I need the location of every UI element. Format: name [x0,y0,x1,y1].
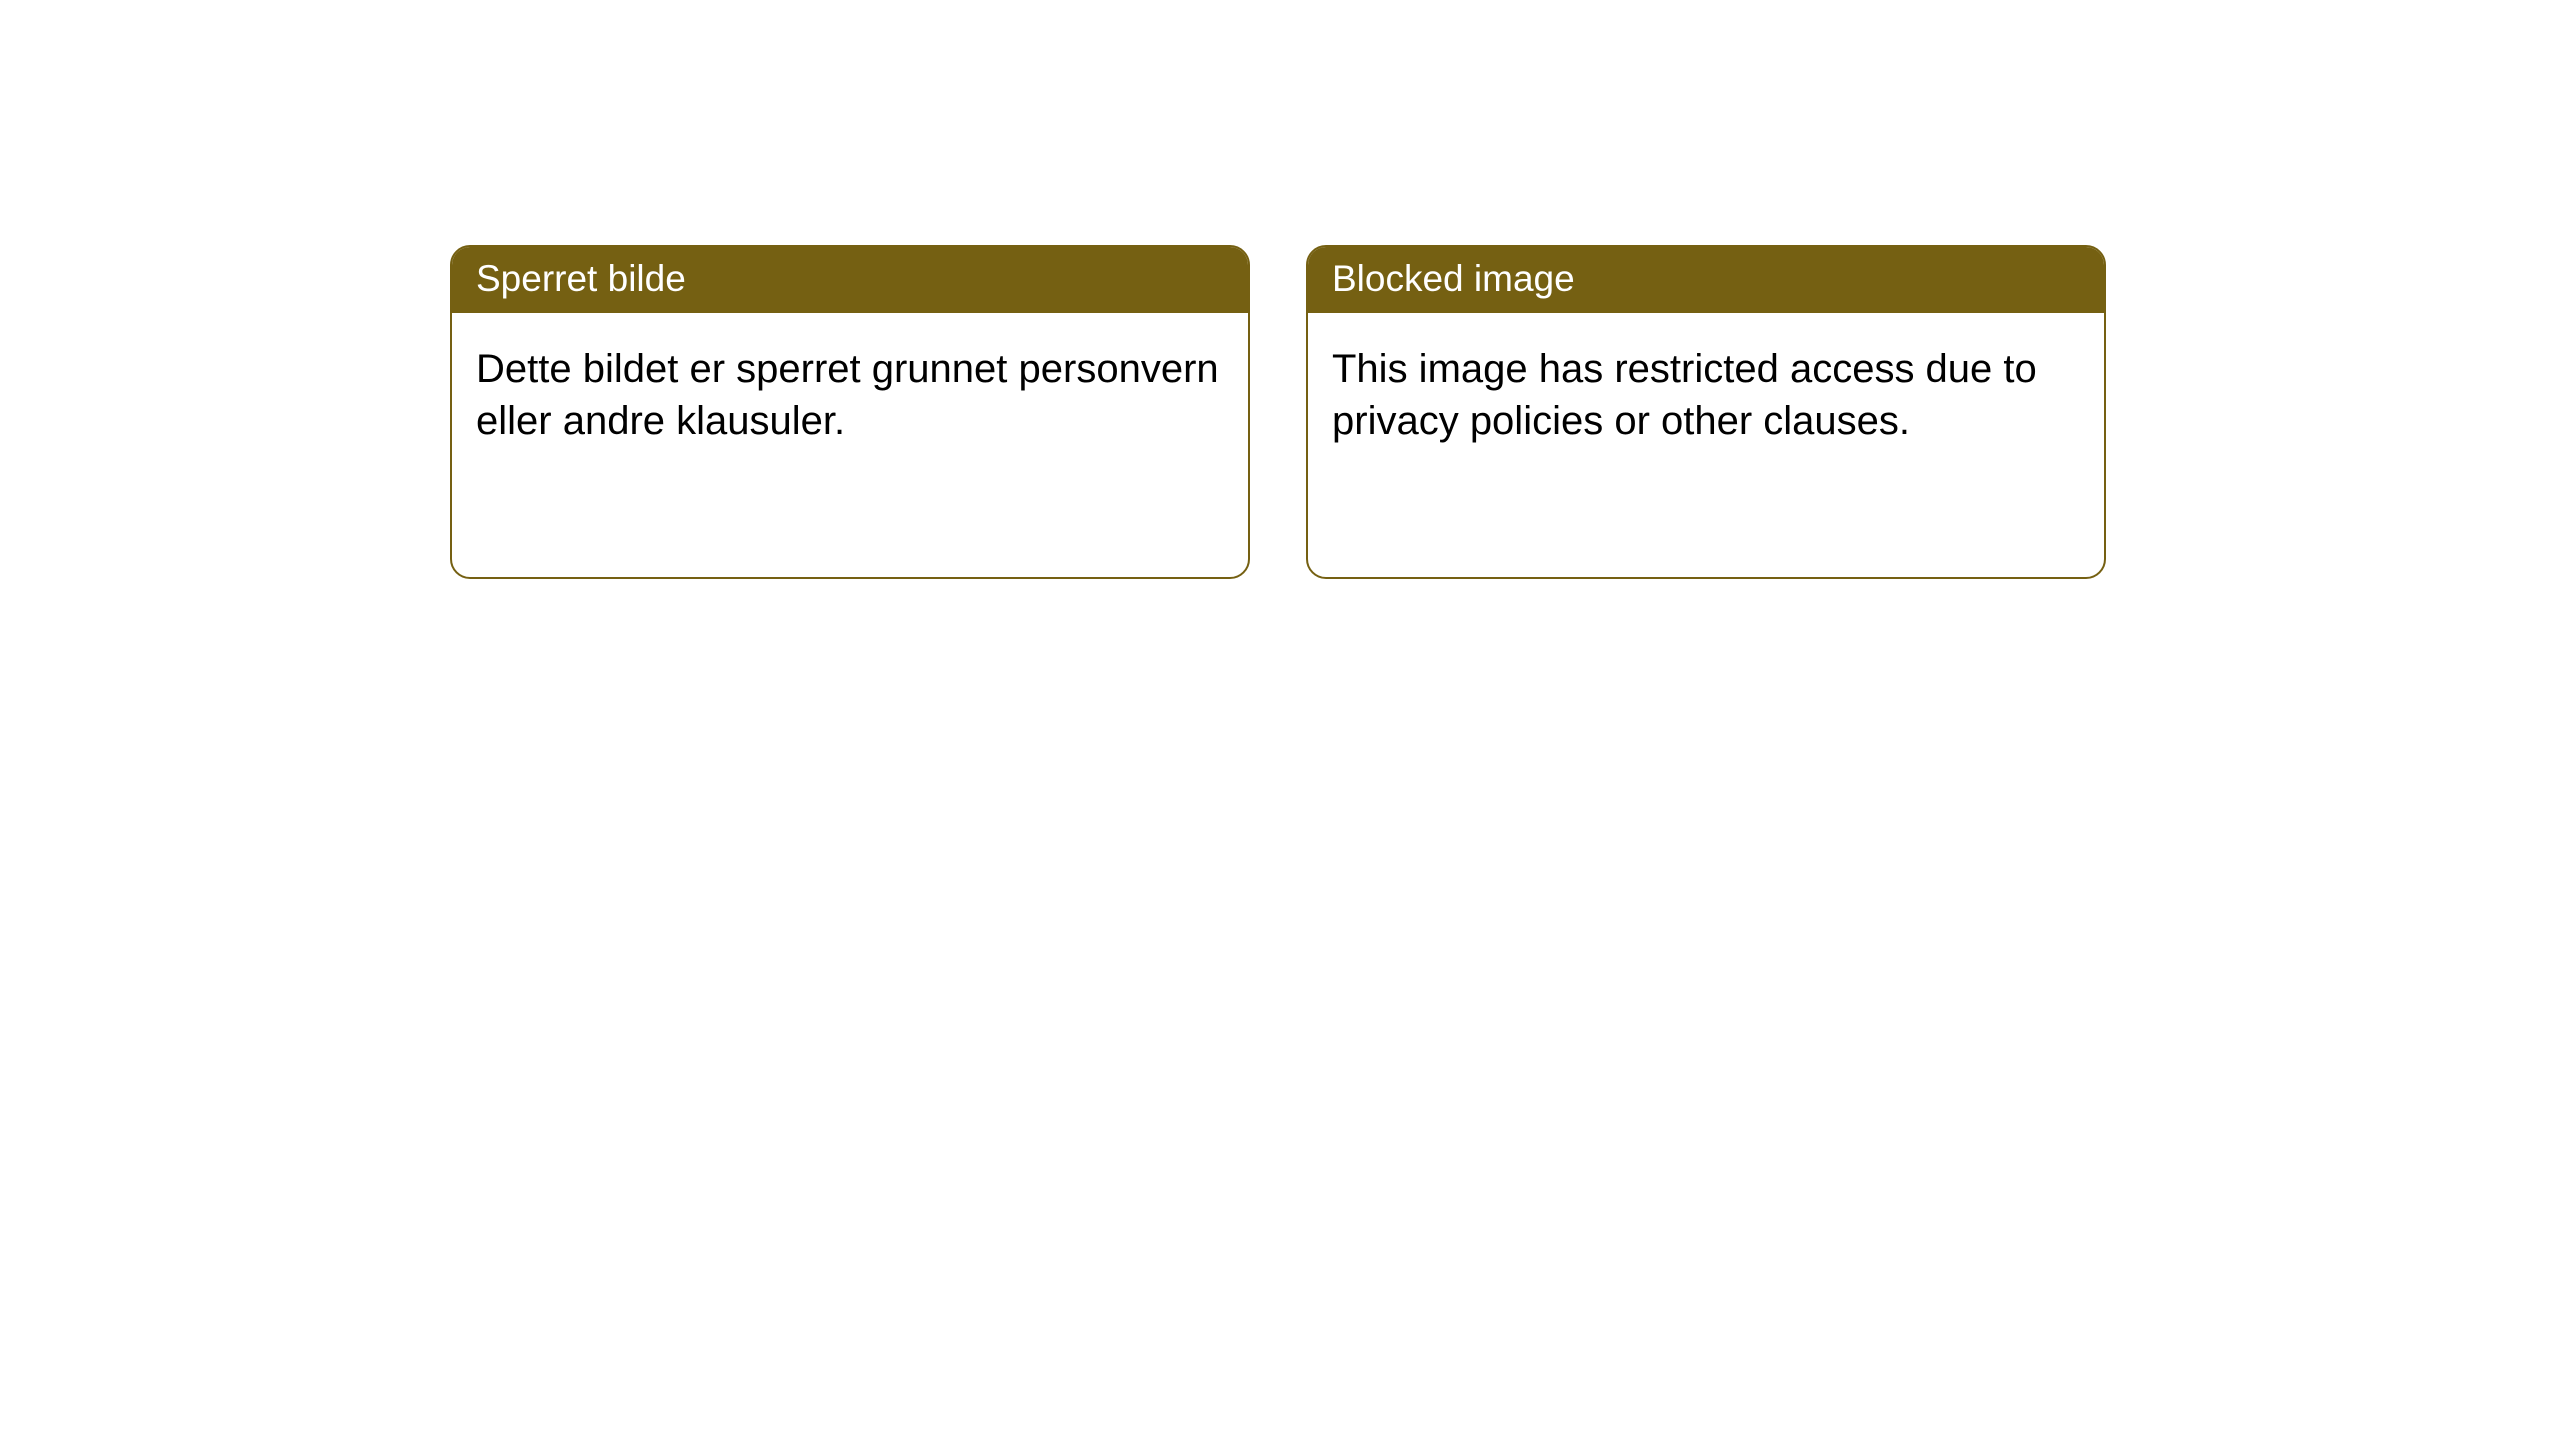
blocked-image-card-en: Blocked image This image has restricted … [1306,245,2106,579]
card-title-en: Blocked image [1308,247,2104,313]
blocked-image-notices: Sperret bilde Dette bildet er sperret gr… [450,245,2106,579]
card-title-no: Sperret bilde [452,247,1248,313]
blocked-image-card-no: Sperret bilde Dette bildet er sperret gr… [450,245,1250,579]
card-body-no: Dette bildet er sperret grunnet personve… [452,313,1248,471]
card-body-en: This image has restricted access due to … [1308,313,2104,471]
